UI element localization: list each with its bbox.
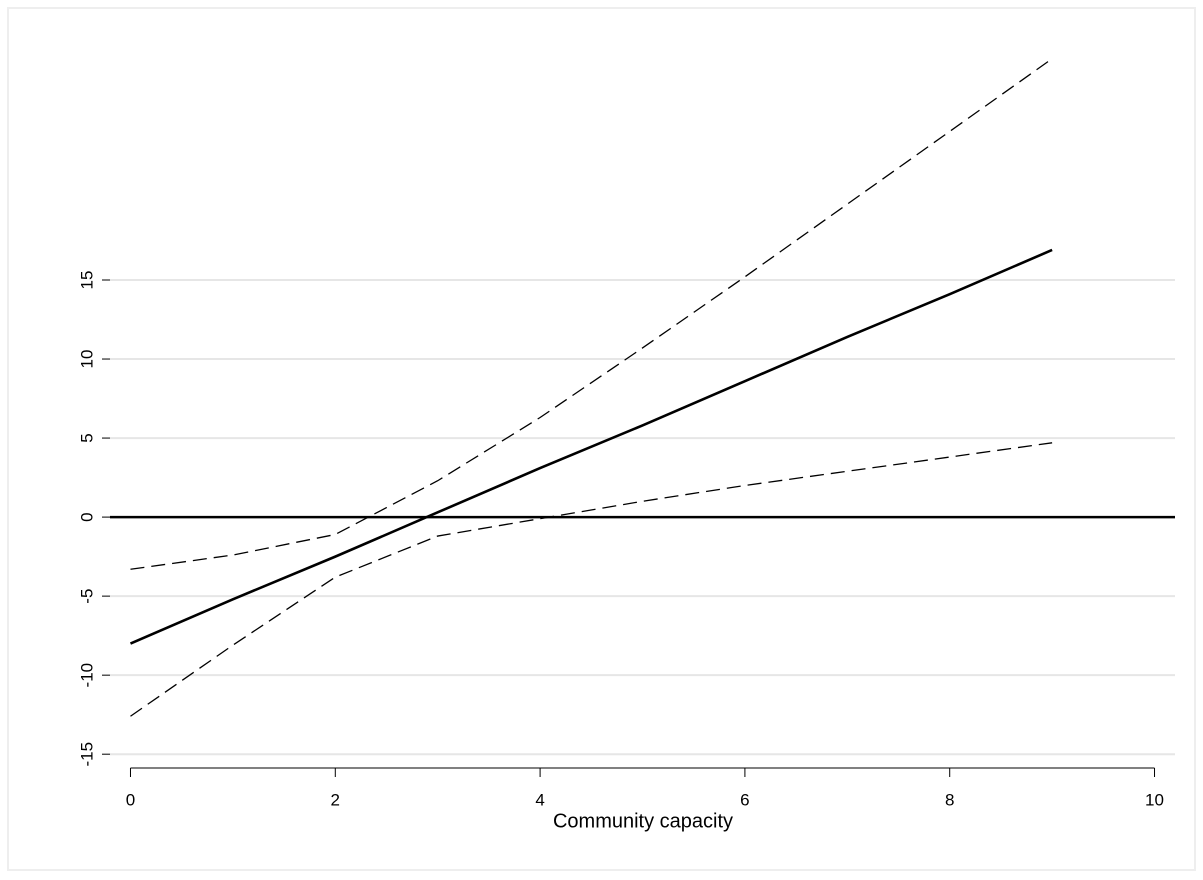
x-tick-label: 6 bbox=[740, 790, 749, 809]
confidence-line bbox=[130, 442, 1053, 717]
y-tick-label: 10 bbox=[77, 350, 96, 369]
confidence-line bbox=[130, 58, 1053, 570]
y-tick-label: -15 bbox=[77, 742, 96, 767]
frame bbox=[7, 7, 1196, 871]
y-tick-label: -10 bbox=[77, 663, 96, 688]
y-tick-label: 5 bbox=[77, 433, 96, 442]
x-tick-label: 4 bbox=[535, 790, 544, 809]
x-axis-title: Community capacity bbox=[553, 810, 733, 832]
y-tick-label: 0 bbox=[77, 512, 96, 521]
x-tick-label: 0 bbox=[126, 790, 135, 809]
estimate-line bbox=[129, 248, 1053, 645]
x-tick-label: 10 bbox=[1145, 790, 1164, 809]
y-tick-label: -5 bbox=[77, 589, 96, 604]
y-tick-label: 15 bbox=[77, 271, 96, 290]
x-tick-label: 2 bbox=[331, 790, 340, 809]
x-tick-label: 8 bbox=[945, 790, 954, 809]
